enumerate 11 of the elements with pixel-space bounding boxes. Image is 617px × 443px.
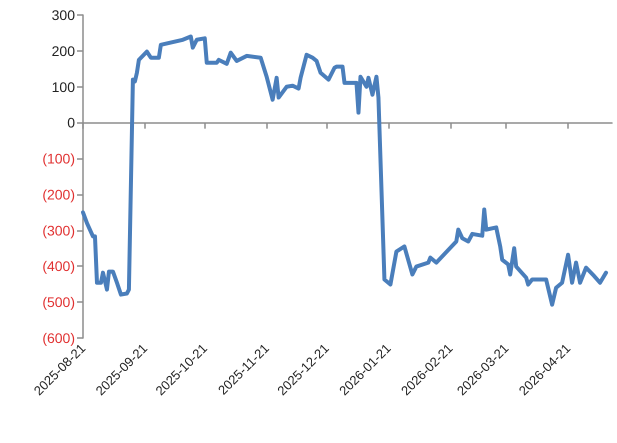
y-tick-label: (300) [42,222,75,238]
y-tick-label: 200 [52,42,76,59]
y-tick-label: (600) [42,330,75,346]
line-series [81,34,608,307]
y-tick-label: (400) [42,258,75,274]
y-tick-label: 300 [52,7,76,23]
y-tick-label: (100) [42,150,75,167]
y-tick-label: 100 [52,78,76,95]
y-tick-label: (500) [42,294,75,310]
y-tick-label: 0 [67,114,76,131]
y-tick-label: (200) [42,186,75,202]
